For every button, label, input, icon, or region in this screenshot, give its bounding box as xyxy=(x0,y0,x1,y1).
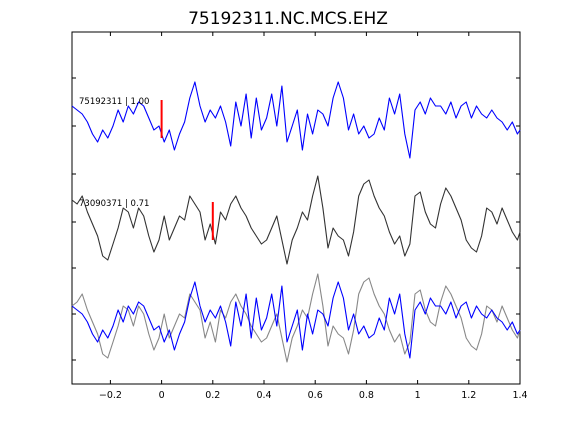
x-tick-label: 0.4 xyxy=(256,390,271,401)
waveform-line xyxy=(71,281,521,359)
waveform-line xyxy=(71,175,521,265)
x-tick-label: 0.6 xyxy=(308,390,323,401)
x-axis-ticks: −0.2 0 0.2 0.4 0.6 0.8 1 1.2 1.4 xyxy=(99,32,528,401)
trace-labels: 73090371 | 0.71 75192311 | 1.00 xyxy=(79,97,149,209)
x-tick-label: 1.2 xyxy=(461,390,476,401)
x-tick-label: 0 xyxy=(159,390,165,401)
pick-markers xyxy=(160,100,214,240)
x-tick-label: −0.2 xyxy=(99,390,122,401)
x-tick-label: 0.8 xyxy=(359,390,374,401)
waveform-traces xyxy=(71,81,521,363)
trace-label: 75192311 | 1.00 xyxy=(79,97,149,107)
plot-frame xyxy=(71,31,521,385)
x-tick-label: 1 xyxy=(415,390,421,401)
x-tick-label: 1.4 xyxy=(512,390,527,401)
y-ticks xyxy=(72,77,520,361)
waveform-line xyxy=(71,273,521,363)
x-tick-label: 0.2 xyxy=(205,390,220,401)
waveform-line xyxy=(71,81,521,159)
trace-label: 73090371 | 0.71 xyxy=(79,199,149,209)
chart-title: 75192311.NC.MCS.EHZ xyxy=(188,9,388,29)
